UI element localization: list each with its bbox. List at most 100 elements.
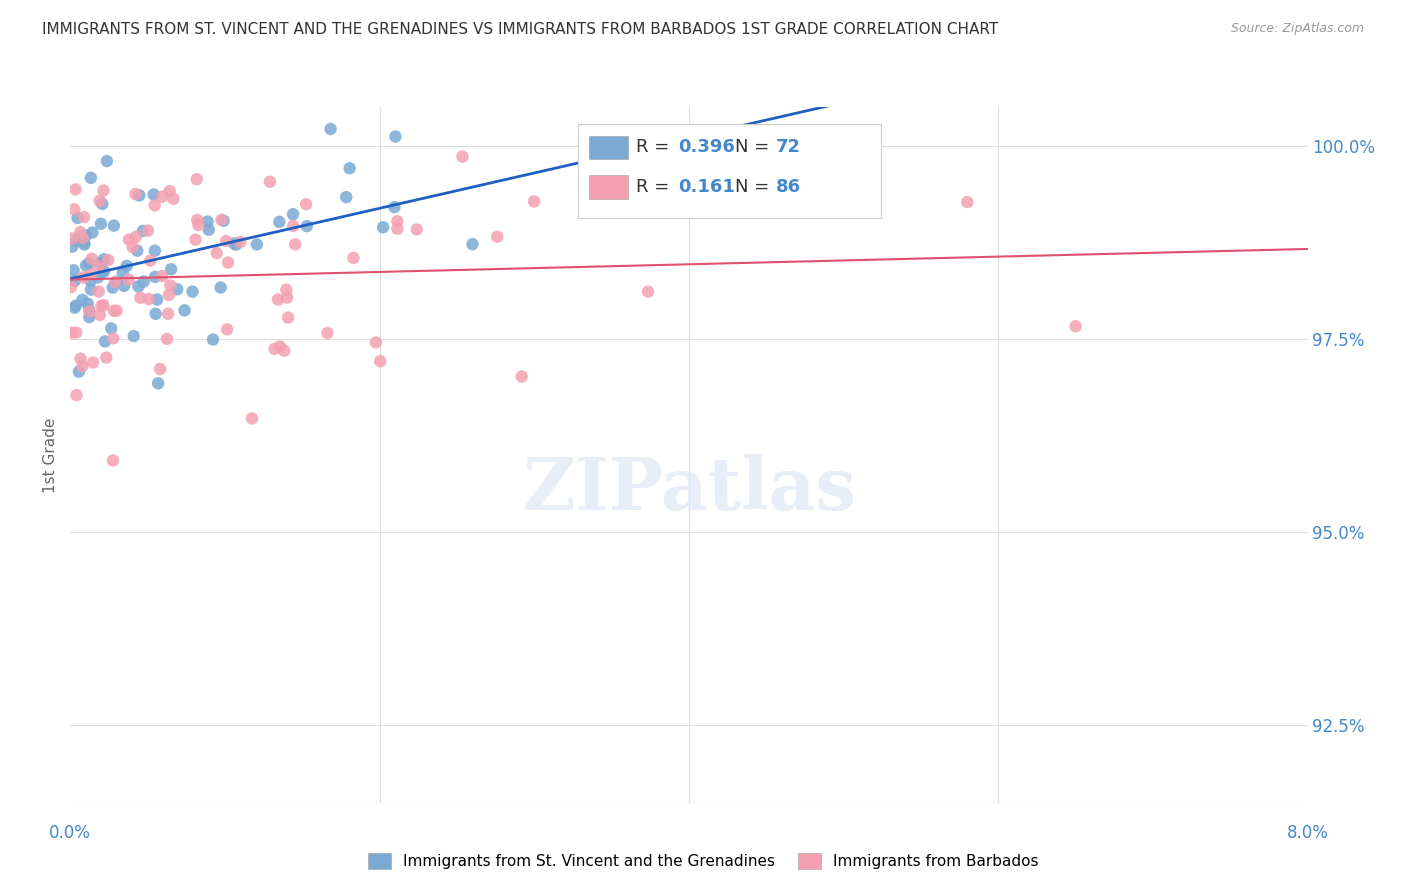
- Point: [90, 217, 112, 231]
- Point: [384, 200, 406, 214]
- Point: [65, 182, 87, 196]
- Point: [103, 219, 125, 233]
- Point: [143, 198, 166, 212]
- Point: [118, 233, 141, 247]
- Point: [72, 231, 94, 245]
- Point: [69, 230, 91, 244]
- Point: [89, 194, 111, 208]
- Point: [281, 207, 304, 221]
- Text: R =: R =: [636, 138, 675, 156]
- Point: [197, 223, 219, 237]
- Point: [127, 279, 149, 293]
- Point: [80, 268, 103, 282]
- Point: [80, 170, 103, 185]
- Text: R =: R =: [636, 178, 675, 196]
- Point: [65, 299, 87, 313]
- Point: [69, 225, 91, 239]
- Point: [136, 224, 159, 238]
- Point: [143, 244, 166, 258]
- Point: [263, 342, 285, 356]
- Point: [342, 251, 364, 265]
- Y-axis label: 1st Grade: 1st Grade: [44, 417, 59, 492]
- Point: [65, 326, 87, 340]
- Point: [91, 265, 114, 279]
- Point: [63, 274, 86, 288]
- Point: [277, 310, 299, 325]
- Point: [97, 253, 120, 268]
- Text: 8.0%: 8.0%: [1286, 823, 1329, 842]
- Point: [101, 453, 124, 467]
- Text: 86: 86: [776, 178, 800, 196]
- Point: [295, 219, 318, 234]
- Point: [284, 237, 307, 252]
- Point: [93, 252, 115, 267]
- Point: [66, 211, 89, 225]
- Point: [77, 302, 100, 317]
- Point: [90, 299, 112, 313]
- Point: [124, 186, 146, 201]
- Point: [160, 262, 183, 277]
- Point: [94, 334, 117, 349]
- Point: [371, 220, 394, 235]
- Point: [316, 326, 339, 340]
- Point: [60, 240, 83, 254]
- Point: [111, 266, 134, 280]
- Point: [69, 351, 91, 366]
- Point: [215, 234, 238, 248]
- Point: [93, 184, 115, 198]
- Point: [156, 332, 179, 346]
- Point: [384, 129, 406, 144]
- Point: [104, 275, 127, 289]
- Point: [368, 354, 391, 368]
- Point: [184, 233, 207, 247]
- Text: 0.161: 0.161: [678, 178, 735, 196]
- Point: [211, 212, 233, 227]
- Point: [118, 273, 141, 287]
- Point: [63, 202, 86, 217]
- Point: [80, 252, 103, 266]
- Point: [87, 285, 110, 299]
- Point: [60, 231, 83, 245]
- Point: [461, 237, 484, 252]
- Point: [101, 280, 124, 294]
- Point: [72, 293, 94, 307]
- Point: [82, 355, 104, 369]
- Point: [209, 280, 232, 294]
- Point: [115, 259, 138, 273]
- Point: [335, 190, 357, 204]
- Point: [128, 188, 150, 202]
- Point: [222, 236, 245, 251]
- Point: [202, 333, 225, 347]
- Point: [73, 210, 96, 224]
- Point: [145, 307, 167, 321]
- FancyBboxPatch shape: [589, 136, 628, 159]
- Point: [129, 291, 152, 305]
- Text: 0.396: 0.396: [678, 138, 735, 156]
- Point: [364, 335, 387, 350]
- Point: [75, 228, 97, 243]
- Point: [267, 293, 290, 307]
- Text: 0.0%: 0.0%: [49, 823, 91, 842]
- Point: [276, 283, 298, 297]
- Point: [138, 292, 160, 306]
- Text: 72: 72: [776, 138, 800, 156]
- Point: [79, 274, 101, 288]
- Point: [197, 214, 219, 228]
- Point: [149, 362, 172, 376]
- Point: [225, 237, 247, 252]
- Point: [283, 219, 305, 233]
- Point: [229, 235, 252, 249]
- Point: [96, 154, 118, 169]
- Point: [89, 308, 111, 322]
- Point: [142, 187, 165, 202]
- Point: [159, 184, 181, 198]
- Point: [75, 259, 97, 273]
- Point: [96, 351, 118, 365]
- Point: [510, 369, 533, 384]
- Point: [523, 194, 546, 209]
- Point: [103, 331, 125, 345]
- Point: [67, 365, 90, 379]
- Point: [486, 229, 509, 244]
- Point: [157, 307, 180, 321]
- Point: [187, 218, 209, 232]
